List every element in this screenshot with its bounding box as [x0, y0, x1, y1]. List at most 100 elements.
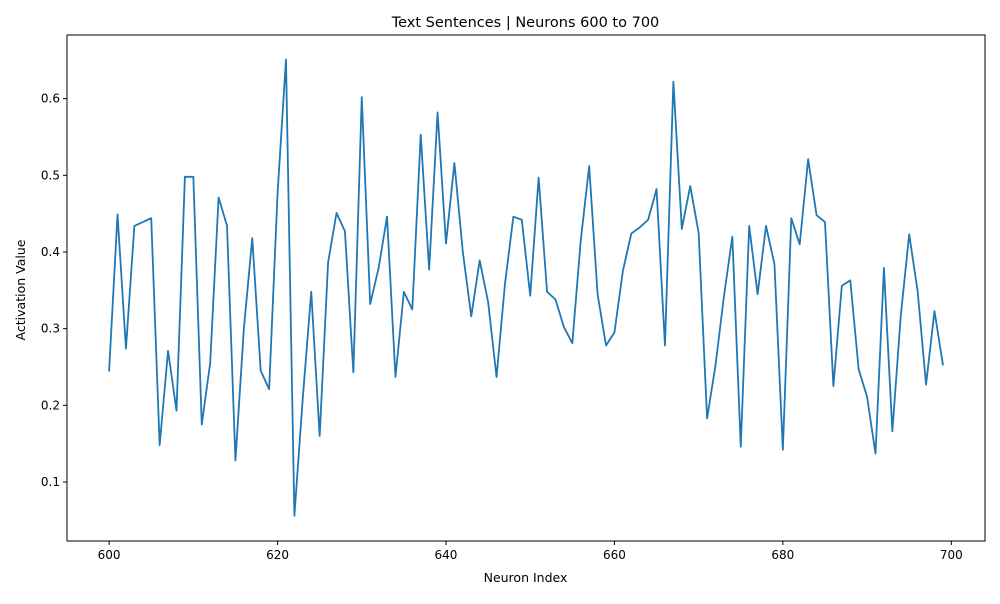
data-point	[419, 133, 422, 136]
data-point	[276, 192, 279, 195]
data-point	[941, 363, 944, 366]
data-point	[537, 176, 540, 179]
data-point	[217, 196, 220, 199]
y-tick-label: 0.5	[41, 168, 60, 182]
data-point	[790, 217, 793, 220]
data-point	[832, 385, 835, 388]
data-point	[647, 218, 650, 221]
data-point	[192, 175, 195, 178]
data-point	[866, 395, 869, 398]
y-tick-label: 0.4	[41, 245, 60, 259]
data-point	[411, 308, 414, 311]
data-point	[327, 261, 330, 264]
data-point	[141, 221, 144, 224]
data-point	[748, 224, 751, 227]
data-point	[680, 227, 683, 230]
data-point	[167, 349, 170, 352]
data-point	[369, 303, 372, 306]
x-tick-label: 700	[940, 548, 963, 562]
data-point	[756, 293, 759, 296]
data-point	[554, 298, 557, 301]
data-point	[823, 221, 826, 224]
data-point	[781, 448, 784, 451]
data-point	[268, 388, 271, 391]
data-point	[655, 188, 658, 191]
data-point	[301, 396, 304, 399]
data-point	[773, 263, 776, 266]
data-point	[470, 315, 473, 318]
data-point	[925, 383, 928, 386]
data-point	[183, 175, 186, 178]
data-point	[487, 300, 490, 303]
x-tick-label: 600	[98, 548, 121, 562]
y-tick-label: 0.6	[41, 92, 60, 106]
data-point	[259, 369, 262, 372]
data-point	[335, 211, 338, 214]
data-point	[562, 326, 565, 329]
data-point	[807, 158, 810, 161]
data-point	[394, 375, 397, 378]
y-tick-label: 0.3	[41, 322, 60, 336]
data-point	[503, 283, 506, 286]
data-point	[251, 237, 254, 240]
data-point	[529, 294, 532, 297]
data-point	[621, 270, 624, 273]
data-point	[605, 344, 608, 347]
data-series-line	[108, 58, 944, 517]
x-tick-label: 660	[603, 548, 626, 562]
data-point	[512, 215, 515, 218]
data-point	[899, 314, 902, 317]
data-point	[697, 231, 700, 234]
plot-frame	[66, 34, 986, 542]
data-point	[242, 327, 245, 330]
data-point	[857, 368, 860, 371]
data-point	[175, 409, 178, 412]
data-point	[318, 434, 321, 437]
data-point	[579, 239, 582, 242]
data-point	[200, 423, 203, 426]
data-point	[444, 242, 447, 245]
data-point	[714, 364, 717, 367]
data-point	[377, 267, 380, 270]
data-point	[133, 224, 136, 227]
x-tick-label: 620	[266, 548, 289, 562]
data-point	[663, 344, 666, 347]
data-point	[672, 80, 675, 83]
data-point	[798, 243, 801, 246]
data-point	[343, 230, 346, 233]
data-point	[706, 417, 709, 420]
data-point	[402, 290, 405, 293]
data-point	[226, 224, 229, 227]
data-point	[722, 295, 725, 298]
x-tick-label: 680	[771, 548, 794, 562]
chart-title: Text Sentences | Neurons 600 to 700	[391, 15, 660, 31]
data-point	[461, 250, 464, 253]
data-point	[234, 459, 237, 462]
data-point	[108, 369, 111, 372]
data-point	[613, 331, 616, 334]
x-axis-label: Neuron Index	[484, 570, 568, 585]
data-point	[916, 290, 919, 293]
data-point	[116, 213, 119, 216]
data-point	[840, 284, 843, 287]
data-point	[352, 371, 355, 374]
data-point	[158, 444, 161, 447]
data-point	[495, 375, 498, 378]
data-point	[908, 233, 911, 236]
data-point	[436, 111, 439, 114]
data-point	[478, 259, 481, 262]
data-point	[209, 362, 212, 365]
data-point	[150, 217, 153, 220]
data-point	[571, 342, 574, 345]
data-point	[739, 445, 742, 448]
data-point	[689, 185, 692, 188]
data-point	[882, 267, 885, 270]
data-point	[284, 58, 287, 61]
data-point	[428, 268, 431, 271]
data-point	[453, 162, 456, 165]
data-point	[310, 290, 313, 293]
y-tick-label: 0.2	[41, 398, 60, 412]
data-point	[638, 226, 641, 229]
